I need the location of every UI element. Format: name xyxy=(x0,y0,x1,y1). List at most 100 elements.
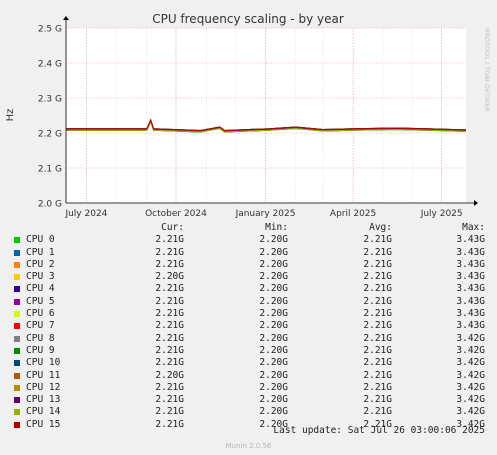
y-axis-arrow xyxy=(63,16,69,20)
legend-row: CPU 5 2.21G 2.20G 2.21G 3.43G xyxy=(12,296,487,308)
legend-min: 2.20G xyxy=(259,357,288,369)
munin-version: Munin 2.0.56 xyxy=(225,442,272,450)
legend-max: 3.42G xyxy=(456,394,485,406)
legend-avg: 2.21G xyxy=(363,234,392,246)
legend-max: 3.43G xyxy=(456,320,485,332)
legend-max: 3.43G xyxy=(456,308,485,320)
legend-min: 2.20G xyxy=(259,246,288,258)
legend-name: CPU 11 xyxy=(26,369,61,381)
legend-name: CPU 4 xyxy=(26,283,55,295)
legend-cur: 2.21G xyxy=(155,320,184,332)
legend-avg: 2.21G xyxy=(363,394,392,406)
legend-row: CPU 3 2.20G 2.20G 2.21G 3.43G xyxy=(12,271,487,283)
axes xyxy=(63,16,478,206)
legend-max: 3.42G xyxy=(456,418,485,430)
legend-name: CPU 8 xyxy=(26,332,55,344)
legend-swatch xyxy=(14,335,20,342)
legend-max: 3.42G xyxy=(456,369,485,381)
y-tick-label: 2.2 G xyxy=(38,130,62,140)
legend-name: CPU 15 xyxy=(26,418,61,430)
legend-avg: 2.21G xyxy=(363,406,392,418)
legend-row: CPU 1 2.21G 2.20G 2.21G 3.43G xyxy=(12,247,487,259)
legend-name: CPU 6 xyxy=(26,308,55,320)
legend-row: CPU 12 2.21G 2.20G 2.21G 3.42G xyxy=(12,382,487,394)
legend-avg: 2.21G xyxy=(363,357,392,369)
legend-max: 3.43G xyxy=(456,246,485,258)
x-tick-label: January 2025 xyxy=(235,209,296,219)
legend-swatch xyxy=(14,261,20,268)
legend-row: CPU 0 2.21G 2.20G 2.21G 3.43G xyxy=(12,234,487,246)
x-tick-labels: July 2024 October 2024 January 2025 April 2… xyxy=(64,209,462,219)
legend-row: CPU 6 2.21G 2.20G 2.21G 3.43G xyxy=(12,308,487,320)
legend: Cur: Min: Avg: Max: CPU 0 2.21G 2.20G 2.21G… xyxy=(12,222,487,431)
legend-cur: 2.21G xyxy=(155,308,184,320)
legend-min: 2.20G xyxy=(259,369,288,381)
legend-row: CPU 13 2.21G 2.20G 2.21G 3.42G xyxy=(12,394,487,406)
header-avg: Avg: xyxy=(369,222,392,233)
legend-max: 3.43G xyxy=(456,295,485,307)
legend-min: 2.20G xyxy=(259,418,288,430)
series-line xyxy=(66,118,467,132)
legend-avg: 2.21G xyxy=(363,246,392,258)
legend-min: 2.20G xyxy=(259,344,288,356)
x-tick-label: July 2025 xyxy=(420,209,463,219)
legend-header: Cur: Min: Avg: Max: xyxy=(12,222,487,234)
legend-min: 2.20G xyxy=(259,258,288,270)
legend-cur: 2.21G xyxy=(155,418,184,430)
plot-area xyxy=(66,28,466,203)
legend-cur: 2.20G xyxy=(155,369,184,381)
legend-avg: 2.21G xyxy=(363,283,392,295)
legend-max: 3.42G xyxy=(456,332,485,344)
legend-row: CPU 2 2.21G 2.20G 2.21G 3.43G xyxy=(12,259,487,271)
x-tick-label: October 2024 xyxy=(145,209,207,219)
legend-min: 2.20G xyxy=(259,320,288,332)
legend-name: CPU 2 xyxy=(26,258,55,270)
legend-row: CPU 4 2.21G 2.20G 2.21G 3.43G xyxy=(12,283,487,295)
legend-avg: 2.21G xyxy=(363,369,392,381)
legend-swatch xyxy=(14,298,20,305)
legend-avg: 2.21G xyxy=(363,418,392,430)
legend-name: CPU 7 xyxy=(26,320,55,332)
legend-min: 2.20G xyxy=(259,394,288,406)
legend-avg: 2.21G xyxy=(363,320,392,332)
legend-row: CPU 9 2.21G 2.20G 2.21G 3.42G xyxy=(12,345,487,357)
legend-name: CPU 0 xyxy=(26,234,55,246)
legend-cur: 2.21G xyxy=(155,246,184,258)
legend-cur: 2.21G xyxy=(155,283,184,295)
legend-avg: 2.21G xyxy=(363,344,392,356)
y-tick-label: 2.3 G xyxy=(38,95,62,105)
legend-swatch xyxy=(14,360,20,367)
grid xyxy=(66,27,466,204)
legend-max: 3.43G xyxy=(456,258,485,270)
y-tick-label: 2.4 G xyxy=(38,60,62,70)
last-update: Last update: Sat Jul 26 03:00:06 2025 xyxy=(273,425,485,436)
legend-max: 3.43G xyxy=(456,234,485,246)
legend-name: CPU 9 xyxy=(26,344,55,356)
legend-name: CPU 5 xyxy=(26,295,55,307)
legend-cur: 2.21G xyxy=(155,295,184,307)
legend-row: CPU 14 2.21G 2.20G 2.21G 3.42G xyxy=(12,406,487,418)
legend-name: CPU 13 xyxy=(26,394,61,406)
legend-name: CPU 1 xyxy=(26,246,55,258)
legend-cur: 2.21G xyxy=(155,381,184,393)
legend-min: 2.20G xyxy=(259,381,288,393)
legend-row: CPU 8 2.21G 2.20G 2.21G 3.42G xyxy=(12,333,487,345)
header-max: Max: xyxy=(462,222,485,233)
legend-name: CPU 12 xyxy=(26,381,61,393)
legend-swatch xyxy=(14,249,20,256)
legend-swatch xyxy=(14,409,20,416)
y-tick-label: 2.1 G xyxy=(38,165,62,175)
legend-avg: 2.21G xyxy=(363,258,392,270)
legend-min: 2.20G xyxy=(259,406,288,418)
chart: 2.0 G 2.1 G 2.2 G 2.3 G 2.4 G 2.5 G July 2024… xyxy=(5,12,491,219)
chart-title: CPU frequency scaling - by year xyxy=(152,12,344,26)
legend-rows: CPU 0 2.21G 2.20G 2.21G 3.43G CPU 1 2.21G 2.20G… xyxy=(12,234,487,431)
legend-swatch xyxy=(14,347,20,354)
series-lines xyxy=(66,118,467,133)
legend-cur: 2.21G xyxy=(155,357,184,369)
legend-min: 2.20G xyxy=(259,234,288,246)
legend-swatch xyxy=(14,311,20,318)
legend-swatch xyxy=(14,237,20,244)
legend-swatch xyxy=(14,397,20,404)
legend-swatch xyxy=(14,421,20,428)
